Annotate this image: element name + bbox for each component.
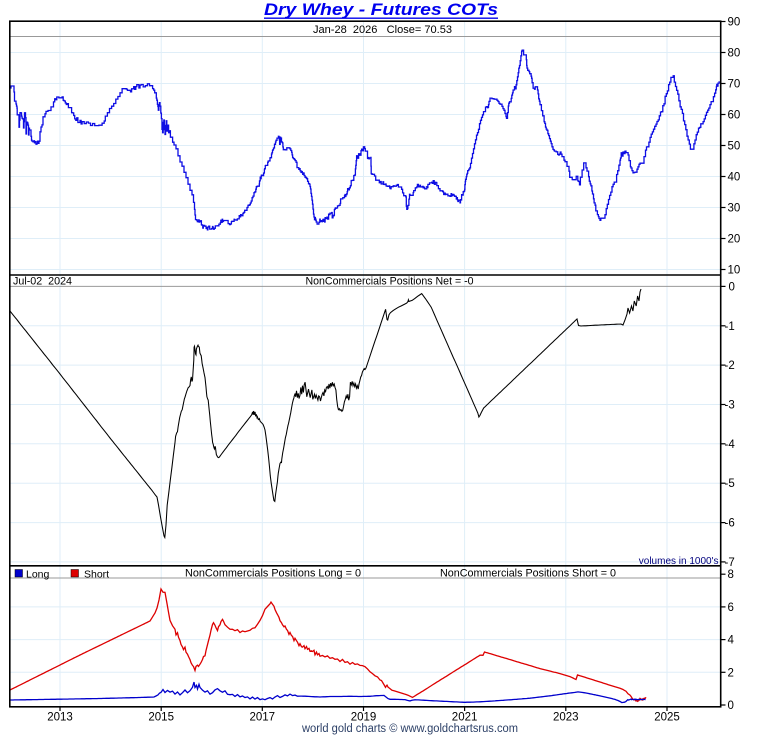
svg-text:NonCommercials Positions Short: NonCommercials Positions Short = 0 [440, 568, 616, 580]
svg-text:6: 6 [728, 602, 734, 614]
svg-text:30: 30 [728, 203, 741, 215]
svg-text:Jan-28 2026 Close= 70.53: Jan-28 2026 Close= 70.53 [313, 24, 452, 36]
svg-text:2: 2 [728, 667, 734, 679]
svg-text:Jul-02 2024: Jul-02 2024 [13, 276, 72, 288]
svg-text:2013: 2013 [47, 712, 73, 724]
svg-text:0: 0 [728, 700, 734, 712]
svg-text:-4: -4 [725, 439, 736, 451]
svg-text:0: 0 [729, 281, 735, 293]
svg-text:70: 70 [728, 79, 741, 91]
svg-text:40: 40 [728, 172, 741, 184]
svg-text:Long: Long [26, 569, 50, 581]
svg-text:2017: 2017 [250, 712, 276, 724]
svg-text:-5: -5 [725, 478, 735, 490]
svg-text:-6: -6 [725, 518, 735, 530]
svg-text:10: 10 [728, 265, 741, 277]
svg-text:2019: 2019 [351, 712, 377, 724]
svg-text:2025: 2025 [654, 712, 680, 724]
svg-text:20: 20 [728, 234, 741, 246]
svg-text:Dry Whey - Futures COTs: Dry Whey - Futures COTs [264, 1, 498, 19]
svg-text:2021: 2021 [452, 712, 478, 724]
svg-text:-2: -2 [725, 360, 735, 372]
svg-text:2015: 2015 [148, 712, 174, 724]
svg-text:4: 4 [728, 635, 735, 647]
svg-text:2023: 2023 [553, 712, 579, 724]
svg-text:60: 60 [728, 110, 741, 122]
svg-text:-1: -1 [725, 321, 735, 333]
svg-text:NonCommercials Positions Long: NonCommercials Positions Long = 0 [185, 568, 361, 580]
svg-text:80: 80 [728, 48, 741, 60]
svg-text:volumes in 1000's: volumes in 1000's [639, 556, 719, 567]
svg-text:world gold charts © www.goldch: world gold charts © www.goldchartsrus.co… [301, 723, 518, 735]
svg-text:50: 50 [728, 141, 741, 153]
svg-text:NonCommercials Positions Net =: NonCommercials Positions Net = -0 [306, 276, 474, 288]
svg-text:Short: Short [84, 569, 109, 581]
svg-text:-3: -3 [725, 400, 735, 412]
svg-text:90: 90 [728, 17, 741, 29]
svg-text:8: 8 [728, 569, 734, 581]
svg-text:-7: -7 [725, 557, 735, 569]
